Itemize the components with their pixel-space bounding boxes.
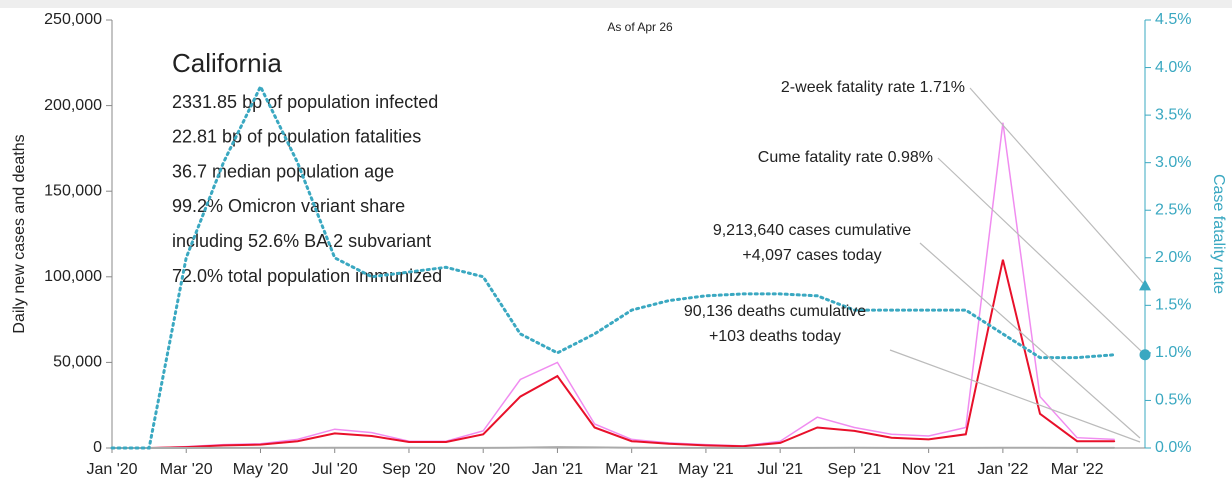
y2-tick-label: 4.5%	[1155, 11, 1191, 28]
x-tick-label: Nov '21	[902, 461, 956, 478]
callout-leader	[969, 87, 1146, 286]
y2-tick-label: 1.5%	[1155, 297, 1191, 314]
y-tick-label: 200,000	[44, 97, 102, 114]
y2-axis-label: Case fatality rate	[1210, 174, 1227, 294]
x-tick-label: Sep '21	[828, 461, 882, 478]
x-tick-label: Mar '22	[1051, 461, 1104, 478]
y2-tick-label: 4.0%	[1155, 59, 1191, 76]
y2-tick-label: 0.0%	[1155, 439, 1191, 456]
callout-leader	[937, 157, 1146, 356]
panel-line: including 52.6% BA.2 subvariant	[172, 231, 431, 251]
series-line	[111, 259, 1116, 449]
x-tick-label: Jul '20	[312, 461, 358, 478]
callout-leader	[889, 349, 1141, 443]
panel-line: 36.7 median population age	[172, 161, 394, 181]
y-tick-label: 50,000	[53, 354, 102, 371]
y2-tick-label: 2.0%	[1155, 249, 1191, 266]
marker-triangle	[1139, 279, 1151, 291]
x-tick-label: Jan '21	[532, 461, 583, 478]
panel-line: 99.2% Omicron variant share	[172, 196, 405, 216]
y-axis-label: Daily new cases and deaths	[11, 134, 28, 333]
y2-tick-label: 3.5%	[1155, 106, 1191, 123]
x-tick-label: Sep '20	[382, 461, 436, 478]
y2-tick-label: 0.5%	[1155, 392, 1191, 409]
y2-tick-label: 2.5%	[1155, 201, 1191, 218]
panel-line: 72.0% total population immunized	[172, 266, 442, 286]
x-tick-label: Mar '21	[605, 461, 658, 478]
panel-line: 2331.85 bp of population infected	[172, 92, 438, 112]
panel-line: 22.81 bp of population fatalities	[172, 127, 421, 147]
series-line	[111, 122, 1115, 449]
y2-tick-label: 1.0%	[1155, 344, 1191, 361]
series-line	[110, 83, 1116, 450]
x-tick-label: Jan '20	[86, 461, 137, 478]
y-tick-label: 150,000	[44, 182, 102, 199]
callout-text: +4,097 cases today	[742, 247, 881, 264]
callout-text: Cume fatality rate 0.98%	[758, 149, 933, 166]
y-tick-label: 100,000	[44, 268, 102, 285]
marker-circle	[1139, 349, 1151, 361]
x-tick-label: May '20	[233, 461, 289, 478]
subtitle: As of Apr 26	[607, 20, 673, 34]
callout-text: 2-week fatality rate 1.71%	[781, 79, 965, 96]
y2-tick-label: 3.0%	[1155, 154, 1191, 171]
callout-text: 9,213,640 cases cumulative	[713, 222, 911, 239]
callout-text: 90,136 deaths cumulative	[684, 303, 866, 320]
x-tick-label: May '21	[678, 461, 734, 478]
y-tick-label: 250,000	[44, 11, 102, 28]
x-tick-label: Nov '20	[456, 461, 510, 478]
callout-text: +103 deaths today	[709, 328, 841, 345]
x-tick-label: Jul '21	[757, 461, 803, 478]
panel-title: California	[172, 48, 282, 78]
header-bar	[0, 0, 1232, 8]
y-tick-label: 0	[93, 439, 102, 456]
x-tick-label: Mar '20	[160, 461, 213, 478]
callout-leader	[919, 242, 1141, 439]
x-tick-label: Jan '22	[977, 461, 1028, 478]
series-line	[111, 446, 1116, 449]
